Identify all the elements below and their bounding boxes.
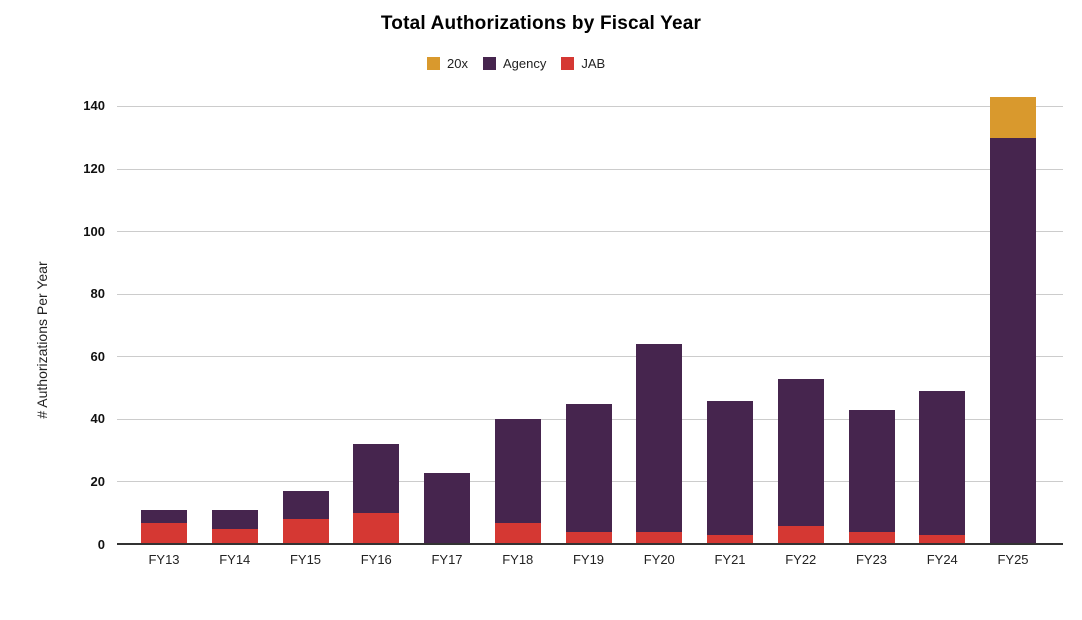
y-tick-label-20: 20 <box>90 473 105 489</box>
legend-item-jab: JAB <box>561 57 605 70</box>
bar-segment-fy18-agency[interactable] <box>494 419 541 523</box>
y-tick-label-60: 60 <box>90 348 105 364</box>
gridline-100 <box>117 231 1063 233</box>
legend-item-agency: Agency <box>482 56 547 71</box>
y-tick-label-120: 120 <box>83 161 105 177</box>
bar-segment-fy15-jab[interactable] <box>282 519 329 545</box>
bar-segment-fy19-agency[interactable] <box>565 403 612 532</box>
bar-segment-fy24-agency[interactable] <box>919 391 966 536</box>
bar-segment-fy18-jab[interactable] <box>494 522 541 545</box>
gridline-60 <box>117 356 1063 358</box>
legend-label: JAB <box>581 56 606 71</box>
gridline-140 <box>117 105 1063 107</box>
x-tick-label-fy13: FY13 <box>148 552 180 567</box>
y-tick-label-0: 0 <box>97 536 105 552</box>
legend-label: 20x <box>447 56 468 71</box>
legend-swatch-agency <box>482 57 496 70</box>
bar-segment-fy22-jab[interactable] <box>777 525 824 545</box>
bar-segment-fy25-agency[interactable] <box>990 137 1036 545</box>
bar-segment-fy14-jab[interactable] <box>211 528 258 545</box>
legend-swatch-jab <box>561 57 575 70</box>
y-tick-label-80: 80 <box>90 286 105 302</box>
legend-label: Agency <box>502 56 547 71</box>
y-tick-label-140: 140 <box>83 98 105 114</box>
bar-segment-fy16-jab[interactable] <box>353 513 400 545</box>
bar-segment-fy15-agency[interactable] <box>282 491 329 520</box>
legend-swatch-20x <box>427 57 440 70</box>
x-tick-label-fy14: FY14 <box>219 552 251 567</box>
x-tick-label-fy24: FY24 <box>926 552 958 567</box>
gridline-80 <box>117 293 1063 295</box>
x-tick-label-fy25: FY25 <box>997 552 1029 567</box>
y-tick-label-100: 100 <box>83 223 105 239</box>
x-tick-label-fy17: FY17 <box>431 552 463 567</box>
y-axis-title: # Authorizations Per Year <box>34 261 50 419</box>
y-tick-label-40: 40 <box>90 411 105 427</box>
bar-segment-fy23-jab[interactable] <box>848 531 895 545</box>
bar-segment-fy19-jab[interactable] <box>565 531 612 545</box>
bar-segment-fy16-agency[interactable] <box>353 444 400 514</box>
x-tick-label-fy20: FY20 <box>643 552 675 567</box>
bar-segment-fy20-jab[interactable] <box>636 531 683 545</box>
bar-segment-fy21-agency[interactable] <box>707 400 753 536</box>
x-tick-label-fy22: FY22 <box>785 552 817 567</box>
bar-segment-fy21-jab[interactable] <box>707 535 753 545</box>
bar-segment-fy17-agency[interactable] <box>424 472 470 545</box>
bar-segment-fy13-jab[interactable] <box>141 522 187 545</box>
x-tick-label-fy19: FY19 <box>572 552 605 567</box>
x-tick-label-fy23: FY23 <box>855 552 888 567</box>
x-tick-label-fy18: FY18 <box>502 552 534 567</box>
chart-title: Total Authorizations by Fiscal Year <box>380 13 702 34</box>
x-tick-label-fy15: FY15 <box>289 552 322 567</box>
bar-segment-fy13-agency[interactable] <box>141 510 187 523</box>
legend: 20x Agency JAB <box>427 57 605 70</box>
bar-segment-fy22-agency[interactable] <box>777 378 824 526</box>
x-tick-label-fy16: FY16 <box>360 552 392 567</box>
bar-segment-fy24-jab[interactable] <box>919 535 966 545</box>
x-tick-label-fy21: FY21 <box>714 552 746 567</box>
gridline-120 <box>117 168 1063 170</box>
bar-segment-fy25-20x[interactable] <box>990 97 1036 138</box>
bar-segment-fy14-agency[interactable] <box>211 510 258 529</box>
bar-segment-fy20-agency[interactable] <box>636 344 683 532</box>
legend-item-20x: 20x <box>427 57 468 70</box>
x-axis-baseline <box>117 543 1063 545</box>
bar-segment-fy23-agency[interactable] <box>848 409 895 532</box>
